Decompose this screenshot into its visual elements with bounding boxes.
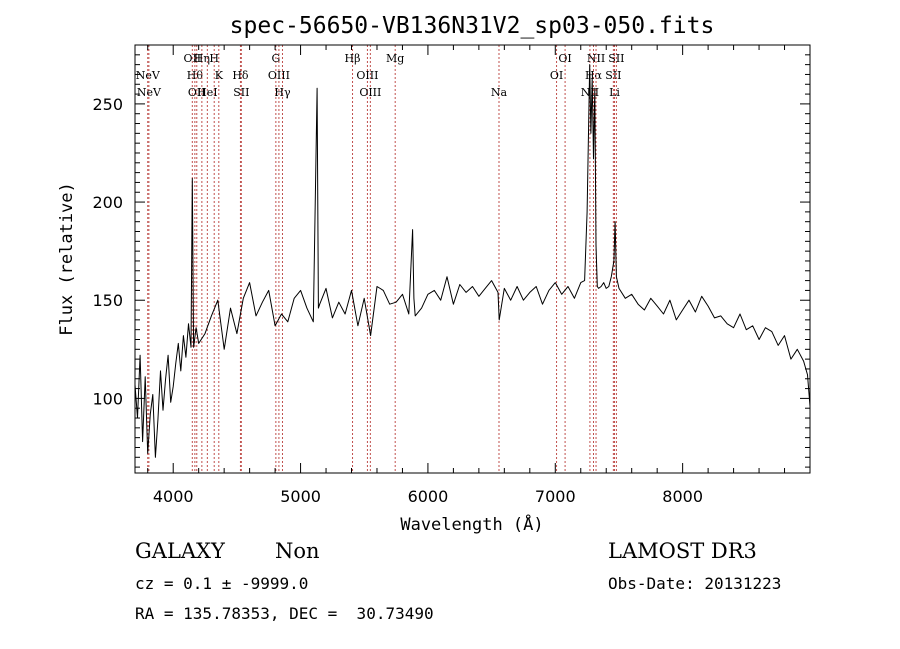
x-tick-label: 6000 xyxy=(408,487,449,506)
emission-line-label: Hδ xyxy=(232,69,249,82)
emission-line-label: G xyxy=(271,52,280,65)
survey-name: LAMOST DR3 xyxy=(608,539,757,563)
y-tick-label: 150 xyxy=(92,291,123,310)
observation-date: Obs-Date: 20131223 xyxy=(608,574,782,593)
spectrum-line xyxy=(134,64,811,458)
object-type: GALAXY xyxy=(135,539,225,563)
emission-line-label: OIII xyxy=(359,86,381,99)
emission-line-label: OI xyxy=(550,69,563,82)
emission-line-label: NeV xyxy=(136,69,161,82)
y-tick-label: 100 xyxy=(92,389,123,408)
x-axis-label: Wavelength (Å) xyxy=(400,513,543,535)
emission-line-label: SII xyxy=(608,52,624,65)
emission-line-label: SII xyxy=(233,86,249,99)
emission-line-label: K xyxy=(215,69,224,82)
emission-line-label: H xyxy=(209,52,219,65)
x-tick-label: 7000 xyxy=(535,487,576,506)
x-axis-ticks: 4000 5000 6000 7000 8000 xyxy=(147,45,786,506)
y-tick-label: 200 xyxy=(92,193,123,212)
redshift-line: cz = 0.1 ± -9999.0 xyxy=(135,574,309,593)
x-tick-label: 5000 xyxy=(280,487,321,506)
y-tick-label: 250 xyxy=(92,95,123,114)
emission-line-label: SII xyxy=(605,69,621,82)
emission-line-label: Hγ xyxy=(274,86,291,99)
emission-line-label: Hθ xyxy=(187,69,204,82)
emission-line-label: OIII xyxy=(268,69,290,82)
object-subclass: Non xyxy=(275,539,320,563)
y-axis-ticks: 100 150 200 250 xyxy=(92,44,810,468)
emission-line-label: Na xyxy=(491,86,508,99)
emission-line-label: Hβ xyxy=(345,52,361,65)
emission-line-label: Hα xyxy=(585,69,603,82)
plot-frame xyxy=(134,44,811,474)
emission-line-label: OIII xyxy=(356,69,378,82)
chart-title: spec-56650-VB136N31V2_sp03-050.fits xyxy=(230,13,715,39)
emission-line-label: OII xyxy=(188,86,206,99)
coordinates-line: RA = 135.78353, DEC = 30.73490 xyxy=(135,604,434,623)
emission-line-label: NII xyxy=(587,52,605,65)
emission-line-label: Li xyxy=(609,86,620,99)
emission-line-label: HeI xyxy=(197,86,217,99)
emission-line-label: OI xyxy=(558,52,571,65)
emission-line-label: NeV xyxy=(137,86,162,99)
y-axis-label: Flux (relative) xyxy=(57,182,77,336)
emission-line-label: Hη xyxy=(194,52,210,65)
x-tick-label: 4000 xyxy=(153,487,194,506)
x-tick-label: 8000 xyxy=(662,487,703,506)
emission-line-label: Mg xyxy=(386,52,404,65)
